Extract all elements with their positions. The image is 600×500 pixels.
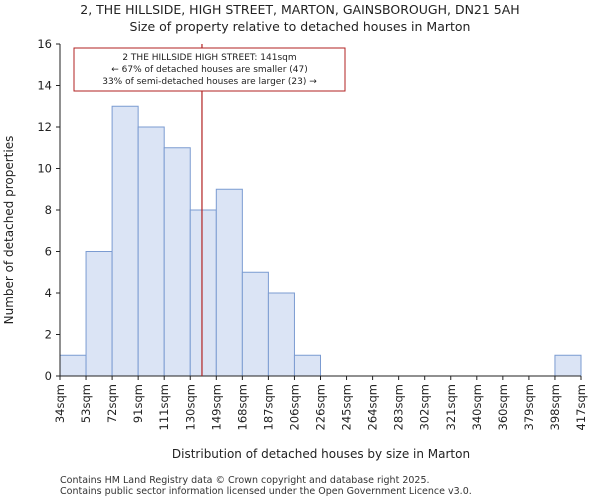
x-tick-label-130sqm: 130sqm: [183, 384, 197, 430]
footer-line1: Contains HM Land Registry data © Crown c…: [60, 475, 430, 486]
x-axis-label: Distribution of detached houses by size …: [172, 447, 470, 461]
annotation-line1: 2 THE HILLSIDE HIGH STREET: 141sqm: [122, 53, 296, 63]
y-axis-label: Number of detached properties: [2, 136, 16, 325]
annotation-line2: ← 67% of detached houses are smaller (47…: [111, 65, 308, 75]
y-tick-label-16: 16: [37, 37, 52, 51]
bar-398sqm: [554, 354, 582, 377]
bar-206sqm: [293, 354, 322, 377]
bar-34sqm: [59, 354, 87, 377]
x-tick-label-245sqm: 245sqm: [340, 384, 354, 430]
y-tick-label-2: 2: [45, 328, 52, 342]
x-tick-label-417sqm: 417sqm: [574, 384, 588, 430]
x-tick-label-302sqm: 302sqm: [418, 384, 432, 430]
x-tick-label-360sqm: 360sqm: [496, 384, 510, 430]
x-tick-label-226sqm: 226sqm: [314, 384, 328, 430]
x-tick-label-321sqm: 321sqm: [444, 384, 458, 430]
chart-title-line2: Size of property relative to detached ho…: [130, 19, 471, 34]
y-tick-label-8: 8: [45, 203, 52, 217]
x-tick-label-168sqm: 168sqm: [235, 384, 249, 430]
bar-111sqm: [163, 147, 191, 377]
annotation-line3: 33% of semi-detached houses are larger (…: [102, 77, 317, 87]
bar-187sqm: [267, 292, 295, 377]
bar-149sqm: [215, 188, 243, 377]
x-tick-label-72sqm: 72sqm: [105, 384, 119, 423]
y-tick-label-14: 14: [37, 79, 52, 93]
y-tick-label-12: 12: [37, 120, 52, 134]
x-tick-label-379sqm: 379sqm: [522, 384, 536, 430]
y-tick-label-4: 4: [45, 286, 52, 300]
footer-line2: Contains public sector information licen…: [60, 486, 472, 497]
x-tick-label-91sqm: 91sqm: [131, 384, 145, 423]
chart-title-line1: 2, THE HILLSIDE, HIGH STREET, MARTON, GA…: [80, 2, 519, 17]
x-tick-label-283sqm: 283sqm: [392, 384, 406, 430]
annotation-box: [73, 47, 346, 92]
x-tick-label-149sqm: 149sqm: [209, 384, 223, 430]
x-tick-label-187sqm: 187sqm: [261, 384, 275, 430]
bar-168sqm: [241, 271, 269, 377]
x-tick-label-53sqm: 53sqm: [79, 384, 93, 423]
y-tick-label-10: 10: [37, 162, 52, 176]
x-tick-label-34sqm: 34sqm: [53, 384, 67, 423]
plot-area: 0 2 4 6 8 10 12 14 16 34sqm 53sqm 72sqm 91sqm 111sqm 1…: [37, 37, 588, 430]
x-tick-label-264sqm: 264sqm: [366, 384, 380, 430]
bar-130sqm: [189, 209, 217, 377]
x-tick-label-398sqm: 398sqm: [548, 384, 562, 430]
x-tick-label-340sqm: 340sqm: [470, 384, 484, 430]
bar-91sqm: [137, 126, 165, 377]
x-tick-label-206sqm: 206sqm: [287, 384, 301, 430]
bar-53sqm: [85, 251, 113, 377]
y-tick-label-0: 0: [45, 369, 52, 383]
y-tick-label-6: 6: [45, 245, 52, 259]
bar-72sqm: [111, 105, 139, 377]
x-tick-label-111sqm: 111sqm: [157, 384, 171, 430]
